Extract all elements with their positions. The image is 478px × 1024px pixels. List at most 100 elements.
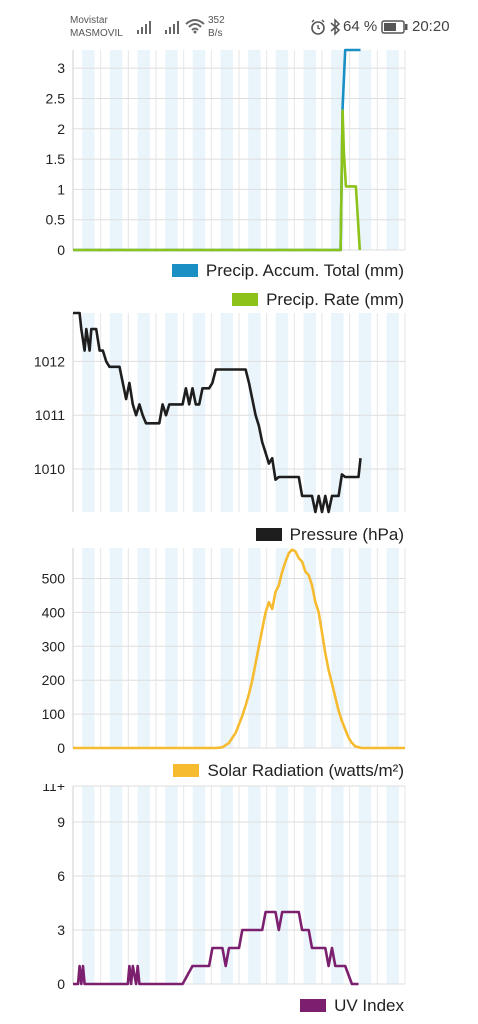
stripe <box>248 548 261 748</box>
stripe <box>275 50 289 250</box>
stripe <box>137 548 150 748</box>
series-line-1-0 <box>73 311 362 514</box>
y-axis: 1010 1011 1012 <box>34 353 405 477</box>
y-tick-label: 500 <box>42 571 66 587</box>
legend-precip-accum: Precip. Accum. Total (mm) <box>171 261 404 281</box>
stripe <box>137 313 150 512</box>
y-tick-label: 100 <box>42 706 66 722</box>
stripe <box>303 548 316 748</box>
vertical-gridlines <box>72 313 406 512</box>
carrier-name: Movistar <box>70 15 108 26</box>
carrier-name-secondary: MASMOVIL <box>70 28 123 39</box>
legend-pressure: Pressure (hPa) <box>255 525 404 545</box>
stripe <box>165 548 178 748</box>
y-tick-label: 3 <box>57 60 65 76</box>
clock: 20:20 <box>412 18 450 35</box>
stripe <box>109 786 123 984</box>
status-bar: Movistar MASMOVIL 352 B/s 64 % 20:20 <box>0 0 478 46</box>
stripe <box>220 548 233 748</box>
stripe <box>386 313 399 512</box>
y-tick-label: 9 <box>57 814 65 830</box>
stripe <box>386 786 399 984</box>
stripe <box>275 313 289 512</box>
y-tick-label: 1010 <box>34 461 65 477</box>
stripe <box>192 50 206 250</box>
y-tick-label: 400 <box>42 604 66 620</box>
stripe <box>358 50 372 250</box>
legend-swatch-solar <box>173 764 200 777</box>
stripe <box>192 313 206 512</box>
stripe <box>82 50 95 250</box>
stripe <box>248 50 261 250</box>
signal-icon <box>137 21 151 34</box>
solar-radiation-chart: 0 100 200 300 400 500 Solar Radiation (watts/… <box>0 548 478 784</box>
alarm-icon <box>311 19 325 35</box>
stripe <box>386 50 399 250</box>
stripe <box>331 313 344 512</box>
series-line-3-0 <box>73 910 359 986</box>
stripe <box>303 313 316 512</box>
stripe <box>137 786 150 984</box>
y-axis: 0 0.5 1 1.5 2 2.5 3 <box>46 60 405 258</box>
stripe <box>386 548 399 748</box>
precipitation-plot: 0 0.5 1 1.5 2 2.5 3 <box>46 48 406 258</box>
vertical-gridlines <box>72 548 406 748</box>
stripe <box>82 548 95 748</box>
signal-icon-secondary <box>165 21 179 34</box>
legend-precip-rate: Precip. Rate (mm) <box>232 290 404 310</box>
background-stripes <box>82 313 399 512</box>
stripe <box>109 50 123 250</box>
y-tick-label: 200 <box>42 672 66 688</box>
pressure-plot: 1010 1011 1012 <box>34 311 406 514</box>
solar-radiation-plot: 0 100 200 300 400 500 <box>42 548 406 756</box>
legend-label-precip-rate: Precip. Rate (mm) <box>266 290 404 309</box>
battery-percent: 64 % <box>343 18 378 35</box>
y-tick-label: 0.5 <box>46 212 66 228</box>
y-tick-label: 1 <box>57 181 65 197</box>
background-stripes <box>82 786 399 984</box>
y-tick-label: 0 <box>57 976 65 992</box>
legend-label-pressure: Pressure (hPa) <box>289 525 404 544</box>
bluetooth-icon <box>330 18 341 36</box>
stripe <box>109 548 123 748</box>
stripe <box>303 786 316 984</box>
battery-icon <box>381 20 408 34</box>
y-tick-label: 2 <box>57 121 65 137</box>
net-speed-value: 352 <box>208 15 225 26</box>
y-tick-label: 1.5 <box>46 151 66 167</box>
stripe <box>220 50 233 250</box>
y-tick-label: 6 <box>57 868 65 884</box>
legend-swatch-pressure <box>255 528 282 541</box>
y-tick-label: 0 <box>57 242 65 258</box>
stripe <box>192 786 206 984</box>
legend-swatch-precip-rate <box>232 293 259 306</box>
legend-swatch-uv <box>300 999 327 1012</box>
stripe <box>137 50 150 250</box>
stripe <box>82 786 95 984</box>
stripe <box>248 786 261 984</box>
stripe <box>303 50 316 250</box>
uv-index-plot: 0 3 6 9 11+ <box>42 784 406 992</box>
series-line-2-0 <box>73 548 405 750</box>
stripe <box>220 786 233 984</box>
y-tick-label: 3 <box>57 922 65 938</box>
y-tick-label: 1012 <box>34 353 65 369</box>
vertical-gridlines <box>72 786 406 984</box>
stripe <box>275 548 289 748</box>
stripe <box>358 313 372 512</box>
y-tick-label: 2.5 <box>46 90 66 106</box>
precipitation-chart: 0 0.5 1 1.5 2 2.5 3 Precip. Accum. Total (mm) … <box>0 46 478 310</box>
stripe <box>358 786 372 984</box>
legend-label-precip-accum: Precip. Accum. Total (mm) <box>205 261 404 280</box>
background-stripes <box>82 50 399 250</box>
stripe <box>358 548 372 748</box>
background-stripes <box>82 548 399 748</box>
stripe <box>331 786 344 984</box>
legend-solar: Solar Radiation (watts/m²) <box>173 761 404 781</box>
stripe <box>220 313 233 512</box>
series-line-0-1 <box>73 109 362 252</box>
legend-swatch-precip-accum <box>171 264 198 277</box>
wifi-icon <box>185 19 205 34</box>
y-tick-label: 11+ <box>42 784 65 794</box>
y-axis: 0 100 200 300 400 500 <box>42 571 405 756</box>
